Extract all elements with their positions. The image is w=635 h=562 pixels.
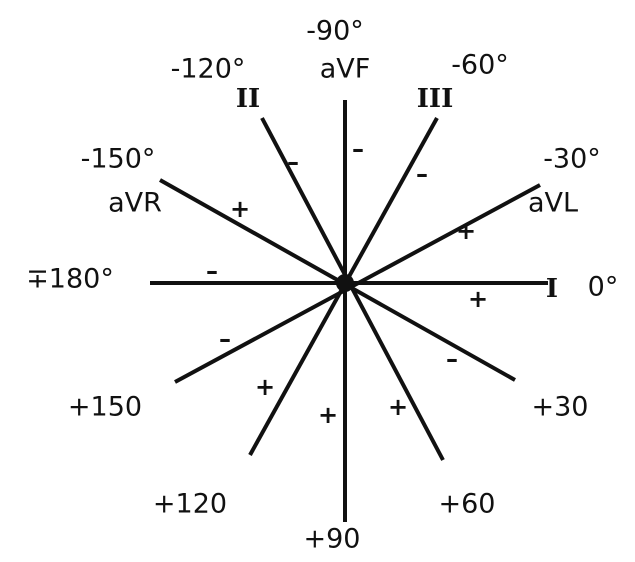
angle-label: +60 [439, 489, 496, 520]
angle-label: -90° [306, 16, 364, 47]
angle-label: +120 [153, 489, 227, 520]
polarity-sign: – [352, 135, 364, 163]
lead-label: II [236, 84, 260, 114]
polarity-sign: + [468, 285, 488, 313]
lead-label: aVF [320, 54, 371, 85]
polarity-sign: + [388, 393, 408, 421]
polarity-sign: – [446, 345, 458, 373]
lead-label: III [417, 84, 454, 114]
lead-label: aVL [528, 188, 578, 219]
angle-label: +150 [68, 392, 142, 423]
polarity-sign: – [287, 148, 299, 176]
center-dot [336, 274, 354, 292]
angle-label: ∓180° [26, 264, 114, 295]
polarity-sign: + [230, 195, 250, 223]
angle-label: +90 [304, 524, 361, 555]
angle-label: 0° [588, 272, 619, 303]
lead-label: I [546, 274, 558, 304]
lead-label: aVR [108, 188, 162, 219]
polarity-sign: – [206, 257, 218, 285]
polarity-sign: + [456, 217, 476, 245]
polarity-sign: + [318, 401, 338, 429]
polarity-sign: – [219, 325, 231, 353]
polarity-sign: + [255, 373, 275, 401]
polarity-sign: – [416, 160, 428, 188]
angle-label: -30° [543, 144, 601, 175]
angle-label: -60° [451, 50, 509, 81]
angle-label: -120° [171, 54, 246, 85]
angle-label: -150° [81, 144, 156, 175]
angle-label: +30 [532, 392, 589, 423]
axis-line [174, 183, 541, 384]
